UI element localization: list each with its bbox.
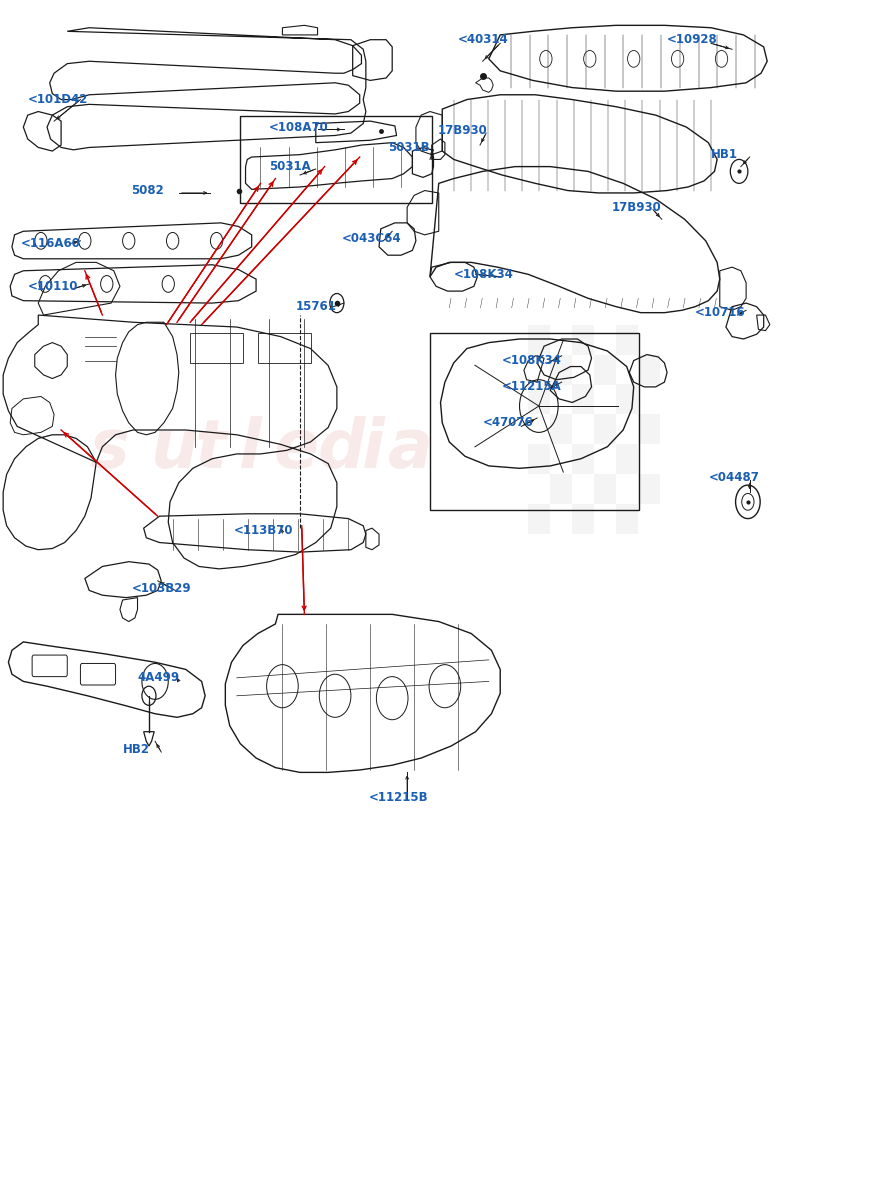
Text: u: u [151,416,198,482]
Text: l: l [239,416,262,482]
Text: 5082: 5082 [131,184,164,197]
Text: <47076: <47076 [483,416,533,430]
Bar [529,325,551,354]
Text: <108K34: <108K34 [502,354,562,367]
Text: <10928: <10928 [667,34,718,46]
Text: <101D42: <101D42 [27,94,88,106]
Bar [529,444,551,474]
Bar [573,384,594,414]
Bar [529,384,551,414]
Bar [573,444,594,474]
Text: e: e [274,416,319,482]
Text: 4A499: 4A499 [137,671,180,684]
Bar [638,474,660,504]
Bar [573,325,594,354]
Text: <116A60: <116A60 [21,236,80,250]
Bar [638,414,660,444]
Text: 17B930: 17B930 [611,200,662,214]
Text: <043C64: <043C64 [342,232,402,245]
Text: <11215A: <11215A [502,380,562,394]
Bar [551,414,573,444]
Text: i: i [361,416,384,482]
Bar [551,354,573,384]
Bar [551,474,573,504]
Bar [529,504,551,534]
Text: d: d [317,416,366,482]
Bar [190,334,243,362]
Text: 5031B: 5031B [388,140,429,154]
Text: <103B29: <103B29 [131,582,191,594]
Bar [638,354,660,384]
Text: <10716: <10716 [695,306,746,319]
Text: 5031A: 5031A [270,160,311,173]
Text: HB1: HB1 [711,148,738,161]
Bar [594,474,616,504]
Bar [430,334,639,510]
Bar [594,414,616,444]
Text: 17B930: 17B930 [438,124,487,137]
Bar [616,504,638,534]
Text: <40314: <40314 [458,34,509,46]
Text: 15761: 15761 [296,300,337,313]
Bar [594,354,616,384]
Text: <108A70: <108A70 [270,120,329,133]
Bar [616,444,638,474]
Text: <10110: <10110 [27,280,78,293]
Text: a: a [388,416,433,482]
Text: <108K34: <108K34 [454,268,514,281]
Text: HB2: HB2 [122,743,150,756]
Bar [258,334,310,362]
Bar [573,504,594,534]
Bar [241,116,432,203]
Text: <113B70: <113B70 [234,524,293,538]
Bar [616,384,638,414]
Bar [616,325,638,354]
Text: s: s [89,416,129,482]
Text: <11215B: <11215B [368,791,428,804]
Text: <04487: <04487 [708,472,759,485]
Text: t: t [195,416,226,482]
